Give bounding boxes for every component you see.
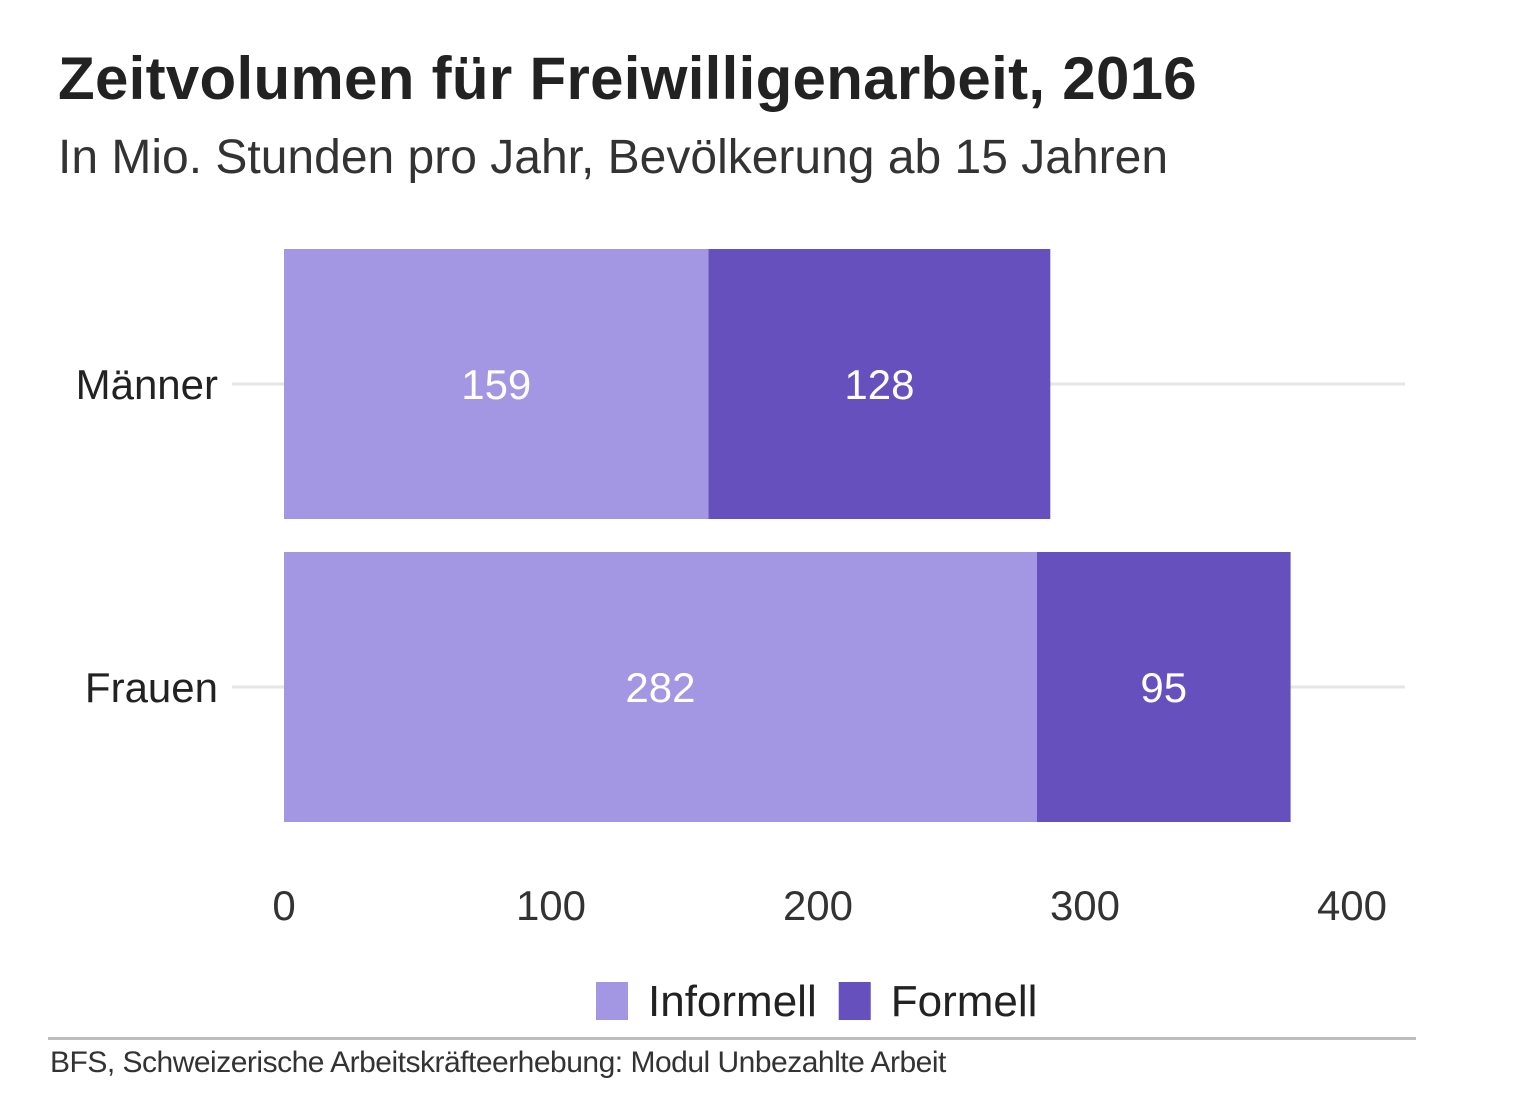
category-labels: Männer Frauen xyxy=(76,361,218,711)
category-label: Männer xyxy=(76,361,218,408)
bar-value-label: 128 xyxy=(844,361,914,408)
source-divider xyxy=(48,1037,1416,1040)
chart-title: Zeitvolumen für Freiwilligenarbeit, 2016 xyxy=(58,45,1197,112)
bar-value-label: 95 xyxy=(1140,664,1187,711)
x-tick-label: 100 xyxy=(516,882,586,929)
bar-informell-1 xyxy=(284,552,1037,822)
chart-subtitle: In Mio. Stunden pro Jahr, Bevölkerung ab… xyxy=(58,131,1169,184)
x-tick-label: 400 xyxy=(1317,882,1387,929)
legend: Informell Formell xyxy=(596,977,1037,1026)
bar-informell-0 xyxy=(284,249,709,519)
legend-label-informell: Informell xyxy=(648,977,817,1026)
legend-swatch-formell xyxy=(838,982,871,1020)
source-note: BFS, Schweizerische Arbeitskräfteerhebun… xyxy=(50,1046,946,1079)
bar-formell-1 xyxy=(1036,552,1291,822)
bar-value-label: 282 xyxy=(625,664,695,711)
x-tick-label: 200 xyxy=(783,882,853,929)
x-axis-ticks: 0 100 200 300 400 xyxy=(272,882,1387,929)
category-label: Frauen xyxy=(85,664,218,711)
x-tick-label: 0 xyxy=(272,882,295,929)
bars xyxy=(284,249,1291,822)
bar-formell-0 xyxy=(708,249,1051,519)
legend-label-formell: Formell xyxy=(891,977,1038,1026)
bar-value-label: 159 xyxy=(461,361,531,408)
bar-labels: 159 128 282 95 xyxy=(461,361,1187,711)
legend-swatch-informell xyxy=(596,982,628,1020)
x-tick-label: 300 xyxy=(1050,882,1120,929)
